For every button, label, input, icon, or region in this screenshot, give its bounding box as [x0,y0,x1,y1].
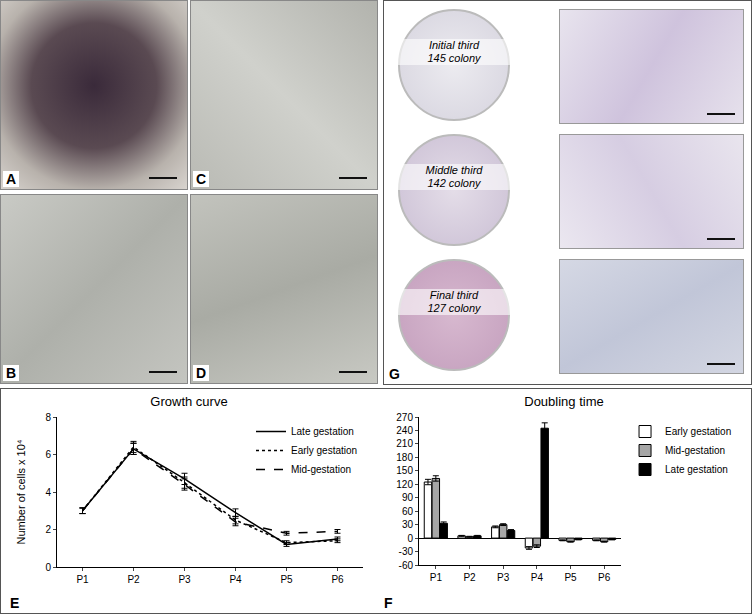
svg-text:30: 30 [402,519,414,530]
svg-text:Early gestation: Early gestation [665,426,731,437]
svg-text:Late gestation: Late gestation [665,464,728,475]
html-text:C: C [196,171,207,187]
html-text:142 colony: 142 colony [427,177,481,189]
html-text:D: D [196,365,207,381]
svg-text:Early gestation: Early gestation [291,445,357,456]
svg-text:180: 180 [396,452,413,463]
svg-text:150: 150 [396,465,413,476]
svg-text:P2: P2 [127,574,140,585]
svg-text:P5: P5 [564,572,577,583]
svg-text:-60: -60 [399,560,414,571]
svg-text:0: 0 [407,533,413,544]
svg-text:6: 6 [45,449,51,460]
svg-text:Mid-gestation: Mid-gestation [665,445,725,456]
html-text:127 colony: 127 colony [427,302,481,314]
svg-text:P4: P4 [531,572,544,583]
html-text:B: B [6,365,17,381]
svg-text:P1: P1 [430,572,443,583]
html-text:A: A [6,171,17,187]
html-text:Final third: Final third [429,289,479,301]
svg-text:8: 8 [45,412,51,423]
html-text:145 colony: 145 colony [427,52,481,64]
svg-text:270: 270 [396,412,413,423]
svg-text:Number of cells x 10⁴: Number of cells x 10⁴ [15,439,27,544]
svg-text:P3: P3 [497,572,510,583]
svg-text:Mid-gestation: Mid-gestation [291,464,351,475]
html-text:Middle third: Middle third [425,164,483,176]
svg-text:P1: P1 [76,574,89,585]
svg-text:P2: P2 [463,572,476,583]
svg-text:Late gestation: Late gestation [291,426,354,437]
svg-text:4: 4 [45,487,51,498]
svg-text:-30: -30 [399,546,414,557]
html-text:F: F [384,595,393,611]
svg-text:120: 120 [396,479,413,490]
svg-text:Growth curve: Growth curve [150,394,227,409]
svg-text:0: 0 [45,562,51,573]
html-text:Initial third: Initial third [428,39,480,51]
svg-text:P3: P3 [178,574,191,585]
html-text:G: G [389,366,400,382]
svg-text:210: 210 [396,438,413,449]
svg-text:P5: P5 [280,574,293,585]
svg-text:P6: P6 [331,574,344,585]
html-text:E: E [10,595,20,611]
svg-text:60: 60 [402,506,414,517]
svg-text:2: 2 [45,524,51,535]
svg-text:90: 90 [402,492,414,503]
svg-text:Doubling time: Doubling time [524,394,604,409]
svg-text:240: 240 [396,425,413,436]
svg-text:P6: P6 [598,572,611,583]
svg-text:P4: P4 [229,574,242,585]
